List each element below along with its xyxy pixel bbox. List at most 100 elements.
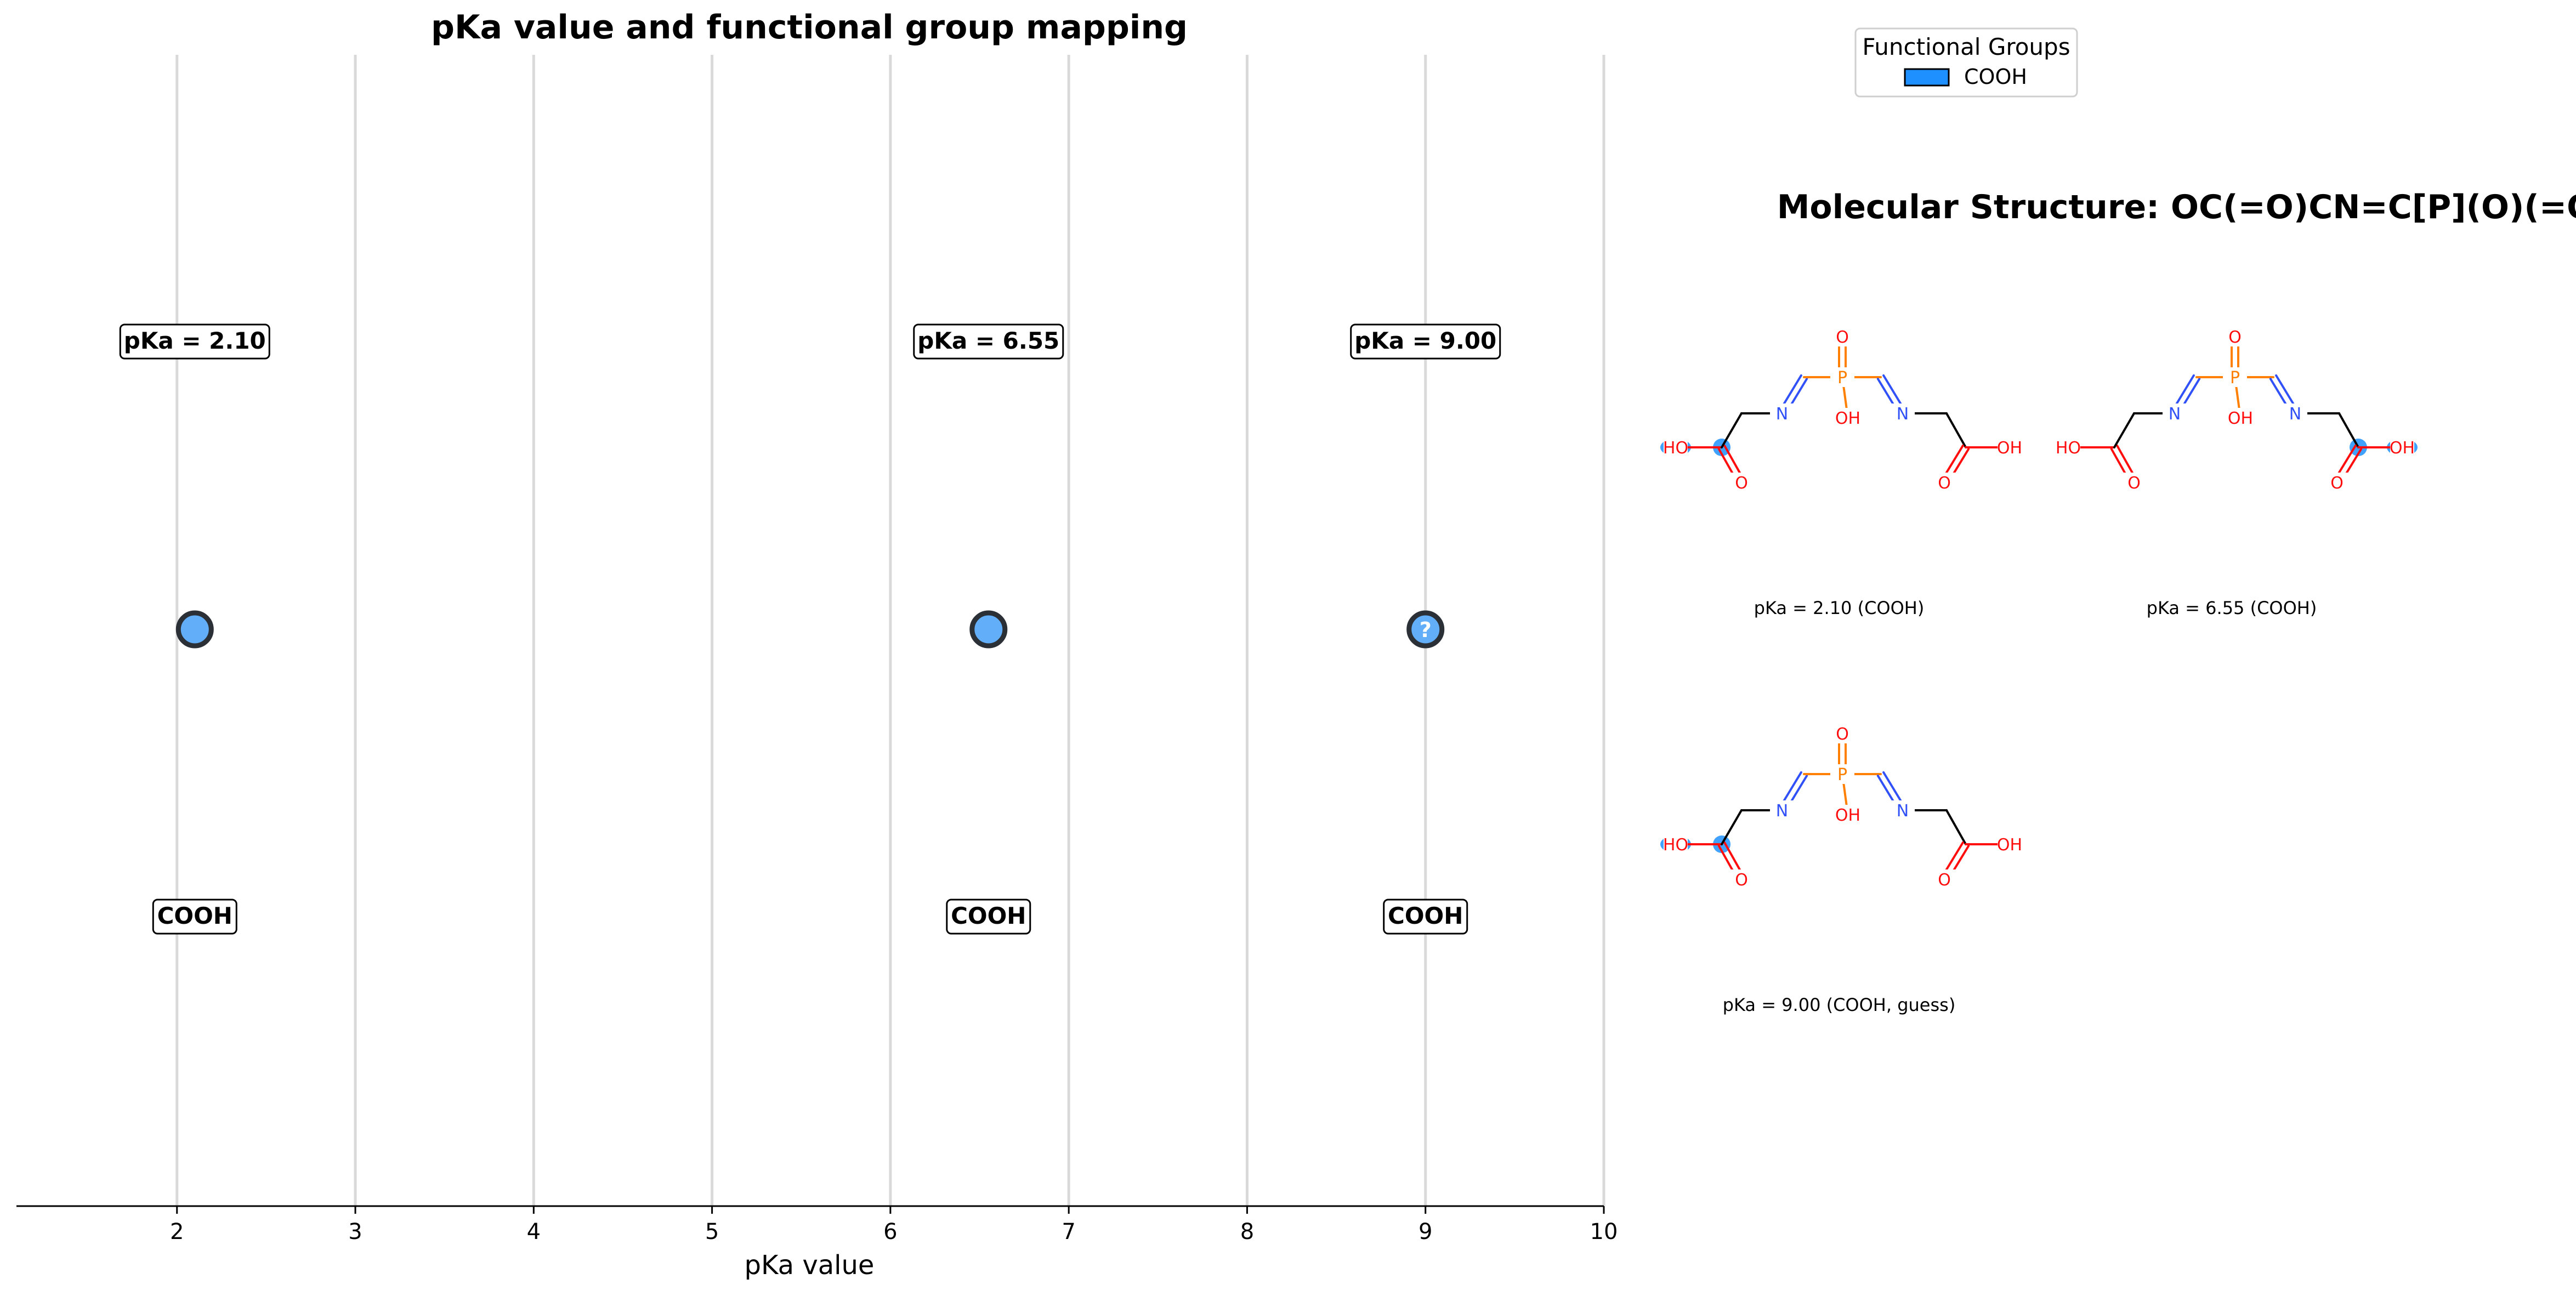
atom-label-bg: [2283, 403, 2307, 423]
pka-label-box-1: [119, 323, 270, 360]
atom-p: P: [1837, 765, 1847, 785]
atom-label-bg: [1830, 367, 1854, 387]
structure-3: HO O N P O OH N O OH pKa = 9.00 (COOH, guess): [1660, 724, 2022, 1015]
atom-label-bg: [1770, 800, 1794, 820]
data-point-1: [175, 610, 214, 649]
atom-oh: OH: [2390, 439, 2415, 458]
atom-o: O: [2127, 474, 2141, 493]
atom-n: N: [1897, 405, 1909, 424]
atom-o: O: [1735, 474, 1748, 493]
atom-n: N: [2289, 405, 2301, 424]
pka-label-box-2: [913, 323, 1064, 360]
x-tick-label-8: 8: [1240, 1219, 1254, 1244]
atom-label-bg: [2223, 327, 2247, 346]
atom-o: O: [1938, 474, 1951, 493]
atom-oh: OH: [1997, 439, 2022, 458]
chart-title: pKa value and functional group mapping: [431, 8, 1188, 47]
atom-label-bg: [2325, 473, 2349, 492]
x-ticks: 2 3 4 5 6 7 8 9 10: [170, 1206, 1618, 1244]
legend-swatch-cooh: [1904, 68, 1950, 87]
group-label-1: COOH: [157, 902, 232, 929]
atom-label-bg: [1932, 869, 1956, 889]
bond: [1721, 809, 1743, 845]
guess-marker-3: ?: [1420, 618, 1432, 642]
grid-lines: [175, 55, 1605, 1206]
atom-label-bg: [2223, 367, 2247, 387]
atom-label-bg: [1836, 805, 1860, 825]
pka-chart: 2 3 4 5 6 7 8 9 10 pKa value and functional grou…: [16, 8, 1618, 1281]
atom-label-bg: [1891, 403, 1915, 423]
atom-p: P: [2230, 368, 2240, 388]
atom-oh: OH: [2228, 409, 2253, 428]
structure-1: HO O N P O OH N O OH pKa = 2.10 (COOH): [1660, 327, 2022, 618]
pka-label-box-3: [1350, 323, 1501, 360]
atom-label-bg: [1932, 473, 1956, 492]
x-tick-label-9: 9: [1418, 1219, 1432, 1244]
atom-o: O: [2228, 328, 2242, 347]
x-tick-label-6: 6: [883, 1219, 897, 1244]
bond: [1721, 412, 1743, 448]
atom-label-bg: [1998, 437, 2022, 457]
x-axis-label: pKa value: [745, 1250, 875, 1281]
atom-label-bg: [1770, 403, 1794, 423]
bond: [1945, 809, 1967, 845]
atom-oh: OH: [1835, 806, 1860, 825]
atom-ho: HO: [2056, 439, 2081, 458]
bond: [2338, 412, 2359, 448]
data-point-3: [1406, 610, 1445, 649]
atom-label-bg: [1729, 869, 1754, 889]
x-tick-label-4: 4: [527, 1219, 541, 1244]
x-tick-label-7: 7: [1062, 1219, 1075, 1244]
atom-ho: HO: [1663, 835, 1688, 855]
atom-o: O: [1836, 725, 1849, 744]
atom-label-bg: [2122, 473, 2146, 492]
pka-label-2: pKa = 6.55: [917, 327, 1059, 354]
legend: Functional Groups COOH: [1854, 27, 2078, 98]
structure-caption-3: pKa = 9.00 (COOH, guess): [1723, 994, 1956, 1015]
group-label-2: COOH: [951, 902, 1026, 929]
atom-label-bg: [1830, 764, 1854, 784]
atom-label-bg: [1998, 834, 2022, 854]
atom-label-bg: [1830, 327, 1854, 346]
atom-p: P: [1837, 368, 1847, 388]
structure-2: HO O N P O OH N O OH pKa = 6.55 (COOH): [2056, 327, 2418, 618]
atom-o: O: [1735, 871, 1748, 890]
atom-label-bg: [1664, 834, 1688, 854]
atom-label-bg: [2228, 408, 2252, 428]
atom-n: N: [2169, 405, 2181, 424]
atom-label-bg: [1664, 437, 1688, 457]
atom-label-bg: [2390, 437, 2414, 457]
atom-oh: OH: [1835, 409, 1860, 428]
group-label-3: COOH: [1388, 902, 1463, 929]
atom-label-bg: [2056, 437, 2080, 457]
group-label-box-1: [152, 899, 237, 935]
data-points: pKa = 2.10 COOH pKa = 6.55 COOH pKa = 9.00? C…: [119, 323, 1501, 935]
atom-label-bg: [2163, 403, 2187, 423]
data-point-2: [969, 610, 1008, 649]
atom-label-bg: [1836, 408, 1860, 428]
legend-title: Functional Groups: [1862, 33, 2070, 60]
atom-o: O: [1938, 871, 1951, 890]
atom-label-bg: [1830, 724, 1854, 743]
group-label-box-2: [946, 899, 1031, 935]
bond: [2113, 412, 2135, 448]
atom-oh: OH: [1997, 835, 2022, 855]
atom-n: N: [1897, 802, 1909, 821]
atom-n: N: [1776, 405, 1788, 424]
x-tick-label-3: 3: [348, 1219, 362, 1244]
structure-panel: HO O N P O OH N O OH pKa = 2.10 (COOH) HO O N P O OH N O O…: [1660, 327, 2418, 1015]
atom-label-bg: [1729, 473, 1754, 492]
pka-label-3: pKa = 9.00: [1354, 327, 1496, 354]
atom-o: O: [2330, 474, 2344, 493]
structure-title: Molecular Structure: OC(=O)CN=C[P](O)(=O…: [1777, 188, 2576, 226]
atom-ho: HO: [1663, 439, 1688, 458]
x-tick-label-10: 10: [1590, 1219, 1618, 1244]
structure-caption-1: pKa = 2.10 (COOH): [1754, 598, 1925, 618]
group-label-box-3: [1383, 899, 1468, 935]
pka-label-1: pKa = 2.10: [124, 327, 266, 354]
atom-label-bg: [1891, 800, 1915, 820]
bond: [1945, 412, 1967, 448]
atom-o: O: [1836, 328, 1849, 347]
legend-label-cooh: COOH: [1964, 65, 2027, 89]
